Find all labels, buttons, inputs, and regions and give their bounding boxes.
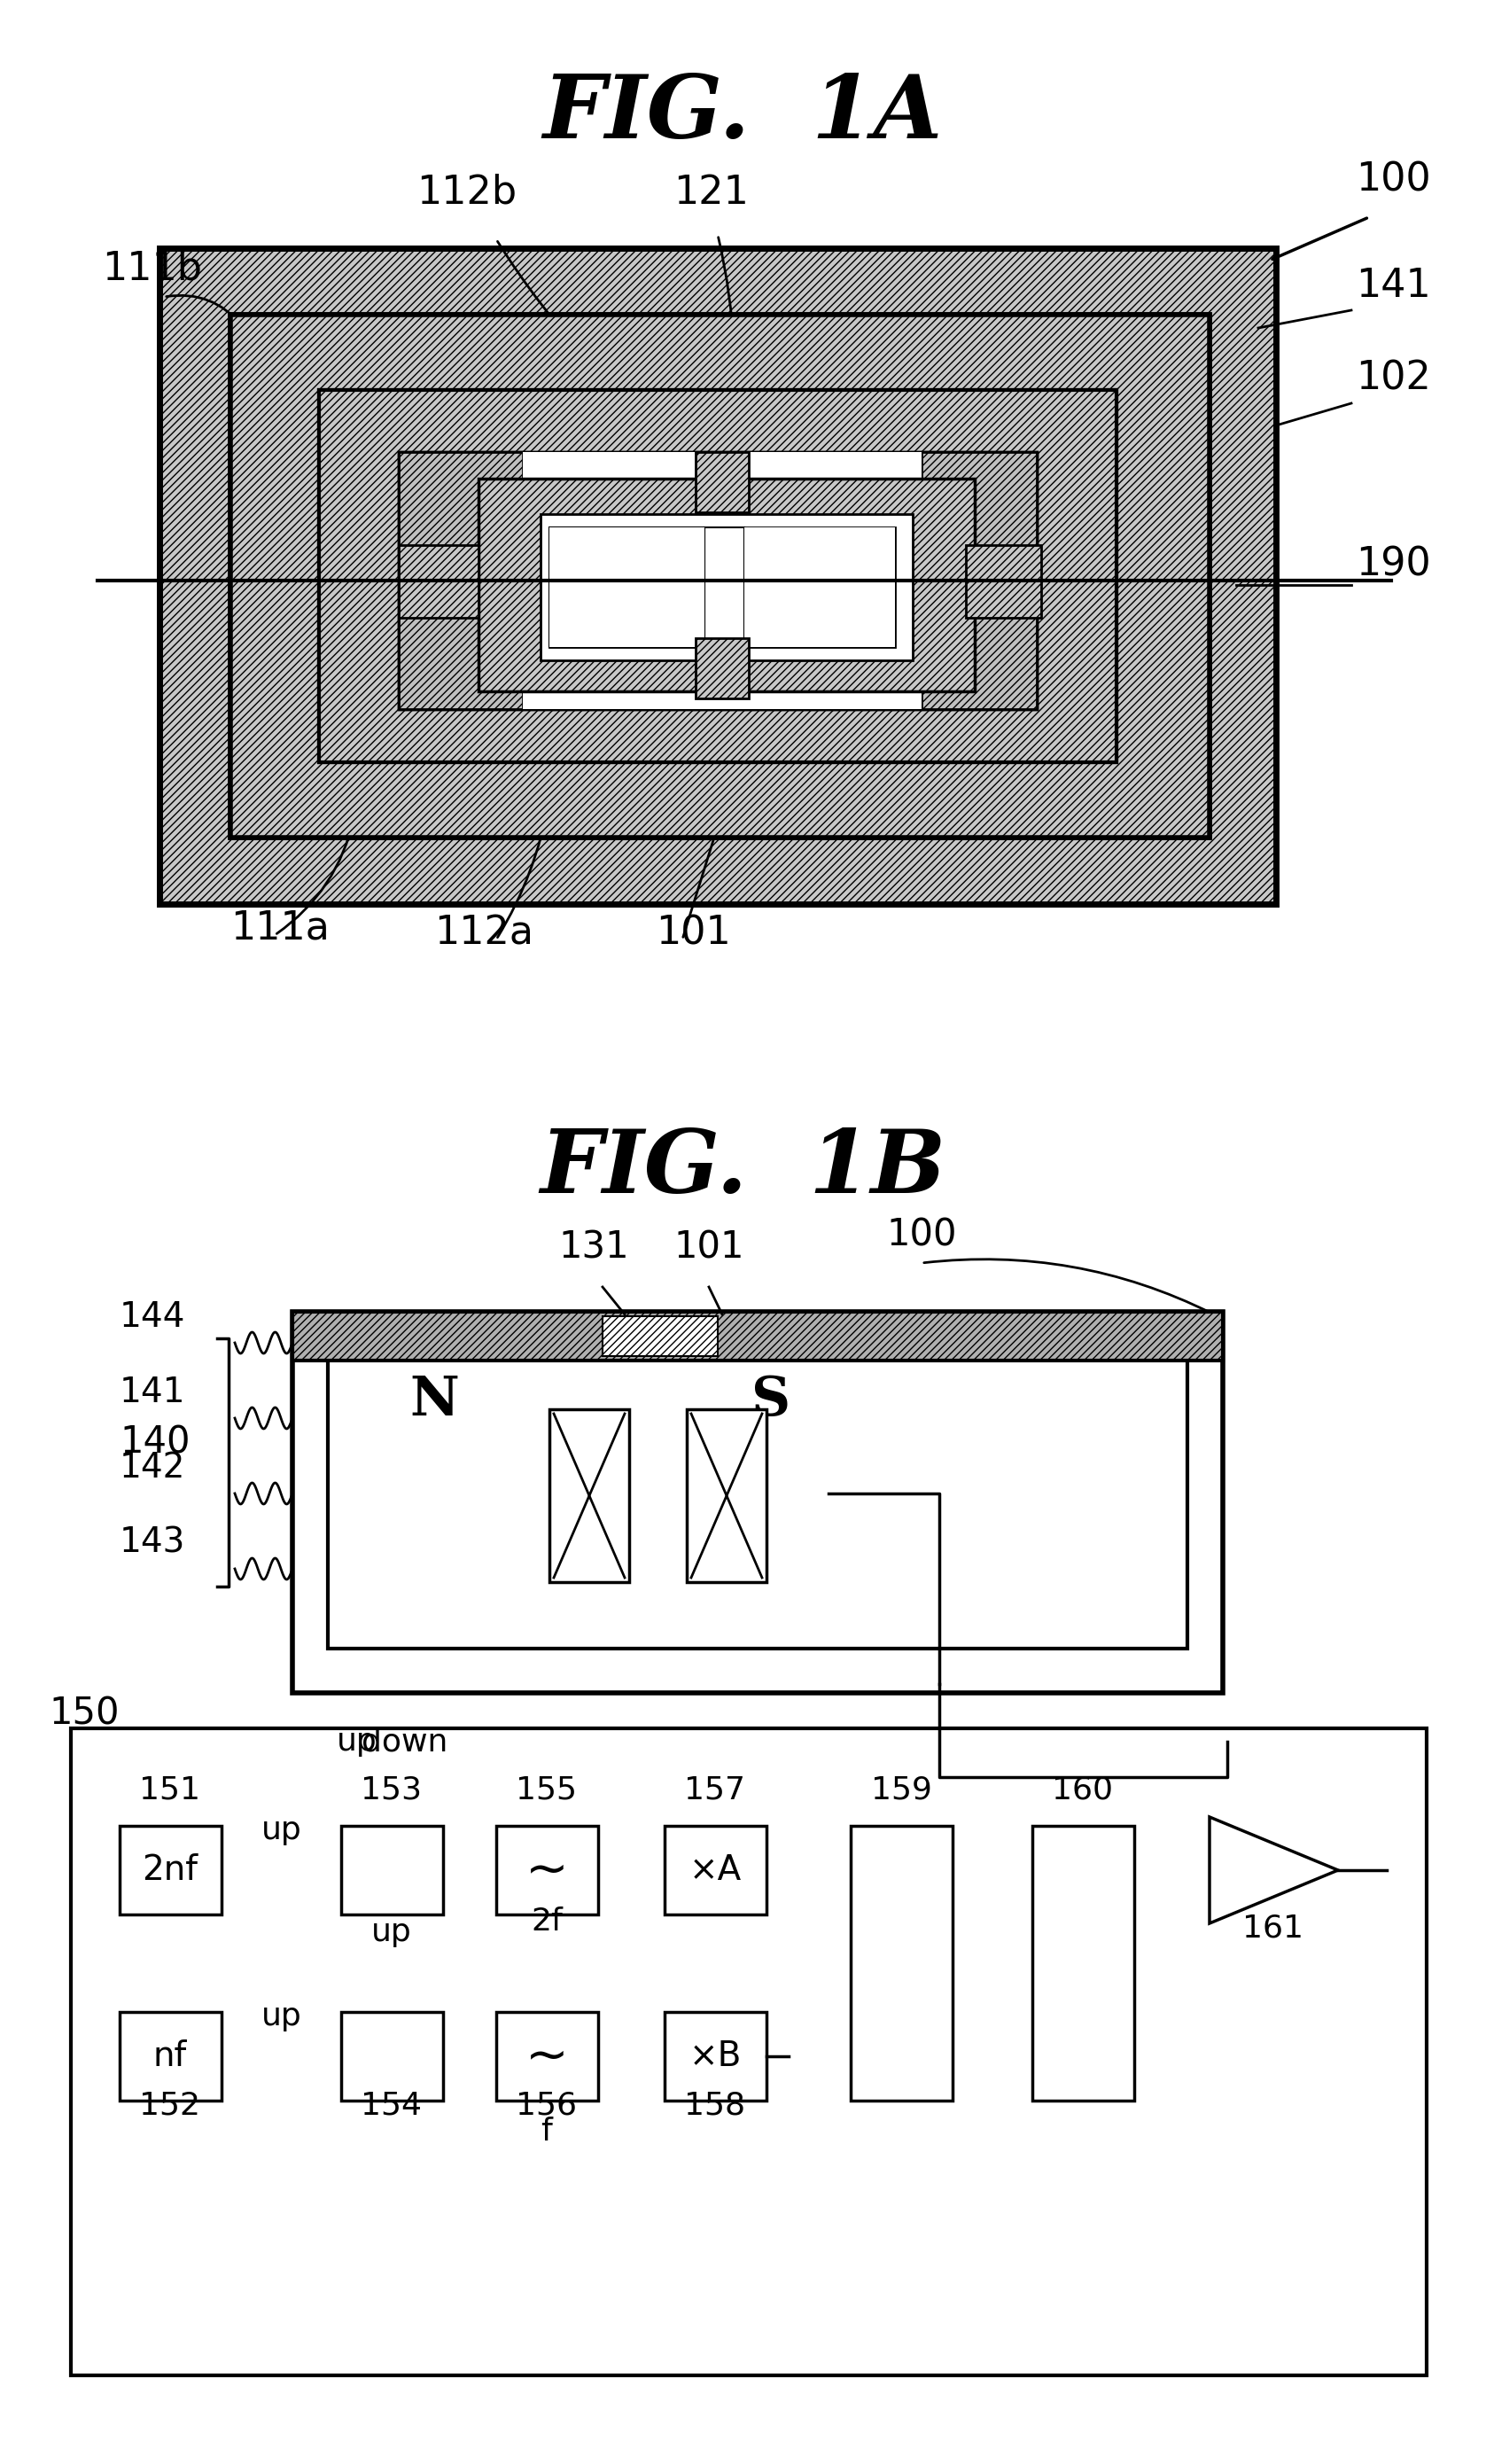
Text: 160: 160 bbox=[1052, 1777, 1113, 1806]
Text: 161: 161 bbox=[1242, 1912, 1303, 1942]
Bar bbox=[687, 1409, 767, 1582]
Text: 102: 102 bbox=[1355, 360, 1431, 399]
Text: 111a: 111a bbox=[230, 909, 330, 949]
Bar bbox=[398, 451, 523, 710]
Text: ~: ~ bbox=[525, 2030, 568, 2082]
Text: 131: 131 bbox=[559, 1230, 629, 1266]
Bar bbox=[704, 527, 744, 648]
Bar bbox=[230, 315, 1210, 838]
Text: up: up bbox=[262, 1816, 302, 1846]
Text: up: up bbox=[337, 1727, 377, 1757]
Bar bbox=[695, 638, 749, 697]
Bar bbox=[342, 2013, 443, 2102]
Text: FIG.  1B: FIG. 1B bbox=[539, 1126, 945, 1212]
Text: 153: 153 bbox=[361, 1777, 422, 1806]
Text: 143: 143 bbox=[120, 1525, 186, 1560]
Bar bbox=[496, 2013, 599, 2102]
Text: 141: 141 bbox=[120, 1375, 186, 1409]
Text: down: down bbox=[361, 1727, 449, 1757]
Text: S: S bbox=[752, 1375, 791, 1427]
Bar bbox=[398, 451, 1037, 710]
Text: N: N bbox=[410, 1375, 459, 1427]
Bar bbox=[319, 389, 1116, 761]
Bar bbox=[342, 1826, 443, 1915]
Text: ~: ~ bbox=[525, 1846, 568, 1895]
Text: 111b: 111b bbox=[103, 249, 202, 288]
Text: up: up bbox=[262, 2001, 302, 2030]
Text: ×B: ×B bbox=[690, 2040, 742, 2072]
Text: 112a: 112a bbox=[434, 914, 533, 951]
Text: 100: 100 bbox=[1355, 160, 1431, 200]
Text: 2f: 2f bbox=[531, 1907, 563, 1937]
Text: 101: 101 bbox=[673, 1230, 744, 1266]
Text: 100: 100 bbox=[886, 1217, 957, 1254]
Bar bbox=[550, 1409, 629, 1582]
Bar bbox=[550, 527, 704, 648]
Text: 157: 157 bbox=[685, 1777, 746, 1806]
Text: 151: 151 bbox=[140, 1777, 201, 1806]
Text: 144: 144 bbox=[120, 1301, 186, 1333]
Text: 140: 140 bbox=[120, 1424, 190, 1461]
Text: 121: 121 bbox=[673, 175, 749, 212]
Text: f: f bbox=[541, 2117, 553, 2146]
Text: 159: 159 bbox=[871, 1777, 932, 1806]
Text: FIG.  1A: FIG. 1A bbox=[542, 71, 942, 155]
Bar bbox=[398, 545, 478, 618]
Bar bbox=[695, 451, 749, 513]
Text: up: up bbox=[372, 1917, 412, 1947]
Bar bbox=[744, 527, 895, 648]
Bar bbox=[921, 451, 1037, 710]
Text: 156: 156 bbox=[516, 2089, 577, 2119]
Bar bbox=[328, 1355, 1187, 1648]
Text: 101: 101 bbox=[655, 914, 731, 951]
Bar bbox=[398, 451, 1037, 710]
Text: nf: nf bbox=[153, 2040, 187, 2072]
Text: 141: 141 bbox=[1355, 266, 1431, 306]
Bar bbox=[319, 389, 1116, 761]
Bar bbox=[496, 1826, 599, 1915]
Text: ×A: ×A bbox=[690, 1853, 742, 1887]
Bar bbox=[120, 1826, 221, 1915]
Bar bbox=[550, 527, 704, 648]
Bar bbox=[664, 1826, 767, 1915]
Bar bbox=[664, 2013, 767, 2102]
Text: 112b: 112b bbox=[416, 175, 517, 212]
Bar bbox=[850, 1826, 953, 2102]
Text: 155: 155 bbox=[516, 1777, 577, 1806]
Bar bbox=[523, 451, 921, 710]
Polygon shape bbox=[1210, 1816, 1337, 1924]
Text: 2nf: 2nf bbox=[143, 1853, 198, 1887]
Text: 150: 150 bbox=[49, 1695, 119, 1732]
Bar bbox=[230, 315, 1210, 838]
Text: 158: 158 bbox=[685, 2089, 746, 2119]
Bar bbox=[602, 1316, 718, 1355]
Bar bbox=[541, 515, 912, 660]
Bar bbox=[744, 527, 895, 648]
Bar bbox=[523, 451, 921, 710]
Bar bbox=[293, 1311, 1223, 1693]
Bar bbox=[71, 1727, 1427, 2375]
Bar bbox=[478, 478, 975, 692]
Bar bbox=[550, 527, 704, 648]
Text: 142: 142 bbox=[120, 1451, 186, 1486]
Bar bbox=[966, 545, 1042, 618]
Bar bbox=[159, 249, 1276, 904]
Bar bbox=[120, 2013, 221, 2102]
Text: 190: 190 bbox=[1355, 547, 1431, 584]
Bar bbox=[293, 1311, 1223, 1360]
Text: 152: 152 bbox=[140, 2089, 201, 2119]
Text: 154: 154 bbox=[361, 2089, 422, 2119]
Bar bbox=[1033, 1826, 1134, 2102]
